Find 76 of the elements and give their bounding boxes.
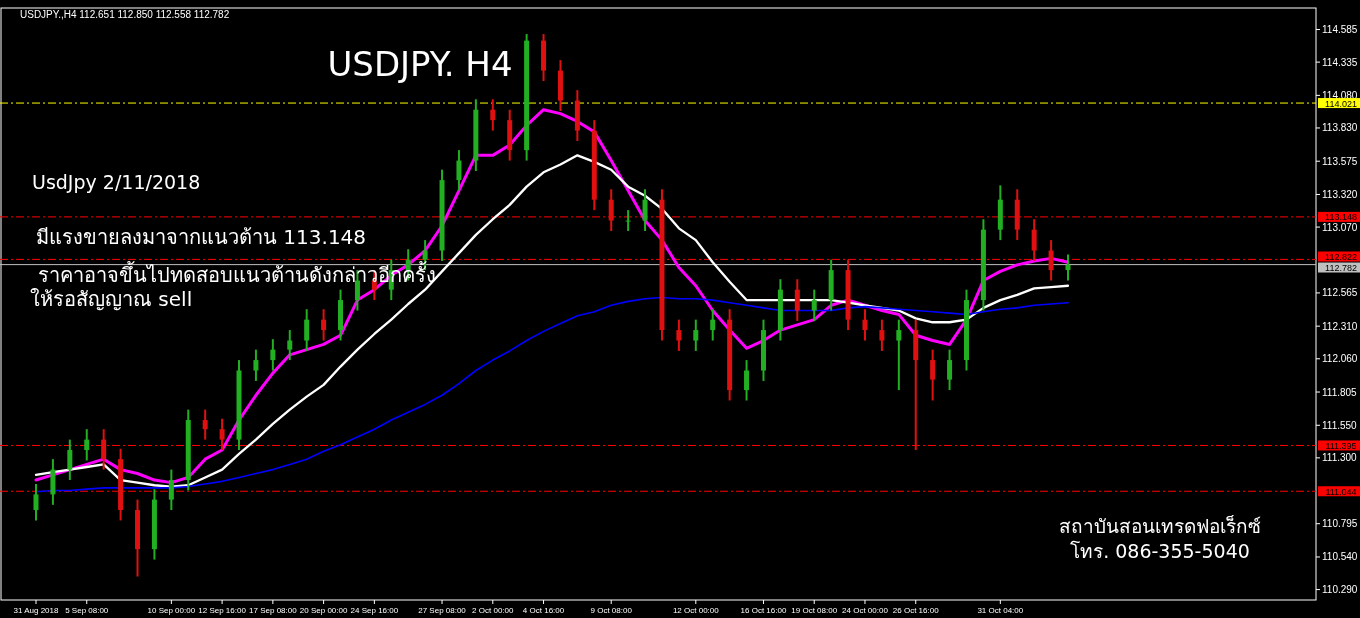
x-tick-label: 17 Sep 08:00 xyxy=(249,606,298,615)
candlestick xyxy=(744,359,750,402)
ref-line-label: 112.782 xyxy=(1325,263,1357,274)
candlestick xyxy=(862,308,868,342)
annotation: มีแรงขายลงมาจากแนวต้าน 113.148 xyxy=(36,225,367,249)
candlestick xyxy=(253,348,259,382)
y-tick-label: 114.585 xyxy=(1322,24,1358,36)
candlestick xyxy=(794,278,800,322)
candlestick xyxy=(456,149,462,192)
annotation: สถาบันสอนเทรดฟอเร็กซ์ xyxy=(1059,514,1261,537)
candlestick xyxy=(693,318,699,352)
candlestick xyxy=(490,98,496,132)
candlestick xyxy=(896,318,902,392)
y-tick-label: 110.795 xyxy=(1322,518,1358,530)
candlestick xyxy=(642,188,648,232)
candlestick xyxy=(270,338,276,372)
ref-line-label: 111.395 xyxy=(1325,440,1357,451)
candlestick xyxy=(947,348,953,392)
y-tick-label: 114.335 xyxy=(1322,56,1358,68)
x-tick-label: 4 Oct 16:00 xyxy=(522,606,565,615)
candlestick xyxy=(84,428,90,462)
candlestick xyxy=(625,209,631,232)
candlestick xyxy=(608,188,614,232)
ref-line-label: 112.822 xyxy=(1325,252,1357,263)
y-tick-label: 111.550 xyxy=(1322,419,1358,431)
x-tick-label: 26 Oct 16:00 xyxy=(892,606,940,615)
candlestick xyxy=(321,308,327,342)
x-tick-label: 20 Sep 00:00 xyxy=(299,606,348,615)
x-tick-label: 12 Oct 00:00 xyxy=(672,606,720,615)
candlestick xyxy=(676,318,682,352)
x-tick-label: 19 Oct 08:00 xyxy=(791,606,838,615)
y-tick-label: 110.290 xyxy=(1322,584,1358,596)
candlestick xyxy=(304,308,310,352)
annotation: USDJPY.,H4 112.651 112.850 112.558 112.782 xyxy=(20,9,230,20)
candlestick xyxy=(1031,218,1037,262)
y-tick-label: 113.830 xyxy=(1322,122,1358,134)
x-tick-label: 24 Oct 00:00 xyxy=(842,606,889,615)
x-tick-label: 9 Oct 08:00 xyxy=(590,606,633,615)
candlestick xyxy=(879,318,885,352)
candlestick xyxy=(67,438,73,482)
x-tick-label: 16 Oct 16:00 xyxy=(740,606,787,615)
x-tick-label: 2 Oct 00:00 xyxy=(472,606,515,615)
candlestick xyxy=(202,408,208,441)
x-tick-label: 27 Sep 08:00 xyxy=(418,606,467,615)
ref-line-label: 111.044 xyxy=(1325,486,1357,497)
candlestick xyxy=(33,482,39,522)
y-tick-label: 112.310 xyxy=(1322,320,1358,332)
annotation: ให้รอสัญญาณ sell xyxy=(30,287,193,311)
text: USDJPY. H4 xyxy=(327,44,513,84)
candlestick xyxy=(1065,253,1071,282)
candlestick xyxy=(811,288,817,322)
text: UsdJpy 2/11/2018 xyxy=(32,171,201,193)
y-tick-label: 112.565 xyxy=(1322,287,1358,299)
annotation: โทร. 086-355-5040 xyxy=(1070,540,1250,562)
x-tick-label: 10 Sep 00:00 xyxy=(147,606,196,615)
ref-line-label: 114.021 xyxy=(1325,98,1357,109)
y-tick-label: 110.540 xyxy=(1322,551,1358,563)
candlestick xyxy=(287,329,293,362)
candlestick xyxy=(168,468,174,512)
candlestick xyxy=(930,348,936,402)
candlestick xyxy=(101,428,107,471)
candlestick xyxy=(710,308,716,342)
y-tick-label: 111.300 xyxy=(1322,452,1358,464)
candlestick xyxy=(219,417,225,452)
x-tick-label: 31 Oct 04:00 xyxy=(977,606,1024,615)
y-tick-label: 111.805 xyxy=(1322,386,1358,398)
x-tick-label: 31 Aug 2018 xyxy=(13,606,60,615)
y-tick-label: 113.070 xyxy=(1322,221,1358,233)
y-tick-label: 113.320 xyxy=(1322,188,1358,200)
x-tick-label: 12 Sep 16:00 xyxy=(198,606,247,615)
x-tick-label: 24 Sep 16:00 xyxy=(350,606,399,615)
y-tick-label: 112.060 xyxy=(1322,353,1358,365)
y-tick-label: 113.575 xyxy=(1322,155,1358,167)
x-tick-label: 5 Sep 08:00 xyxy=(65,606,109,615)
candlestick xyxy=(1048,239,1054,282)
ref-line-label: 113.148 xyxy=(1325,212,1357,223)
